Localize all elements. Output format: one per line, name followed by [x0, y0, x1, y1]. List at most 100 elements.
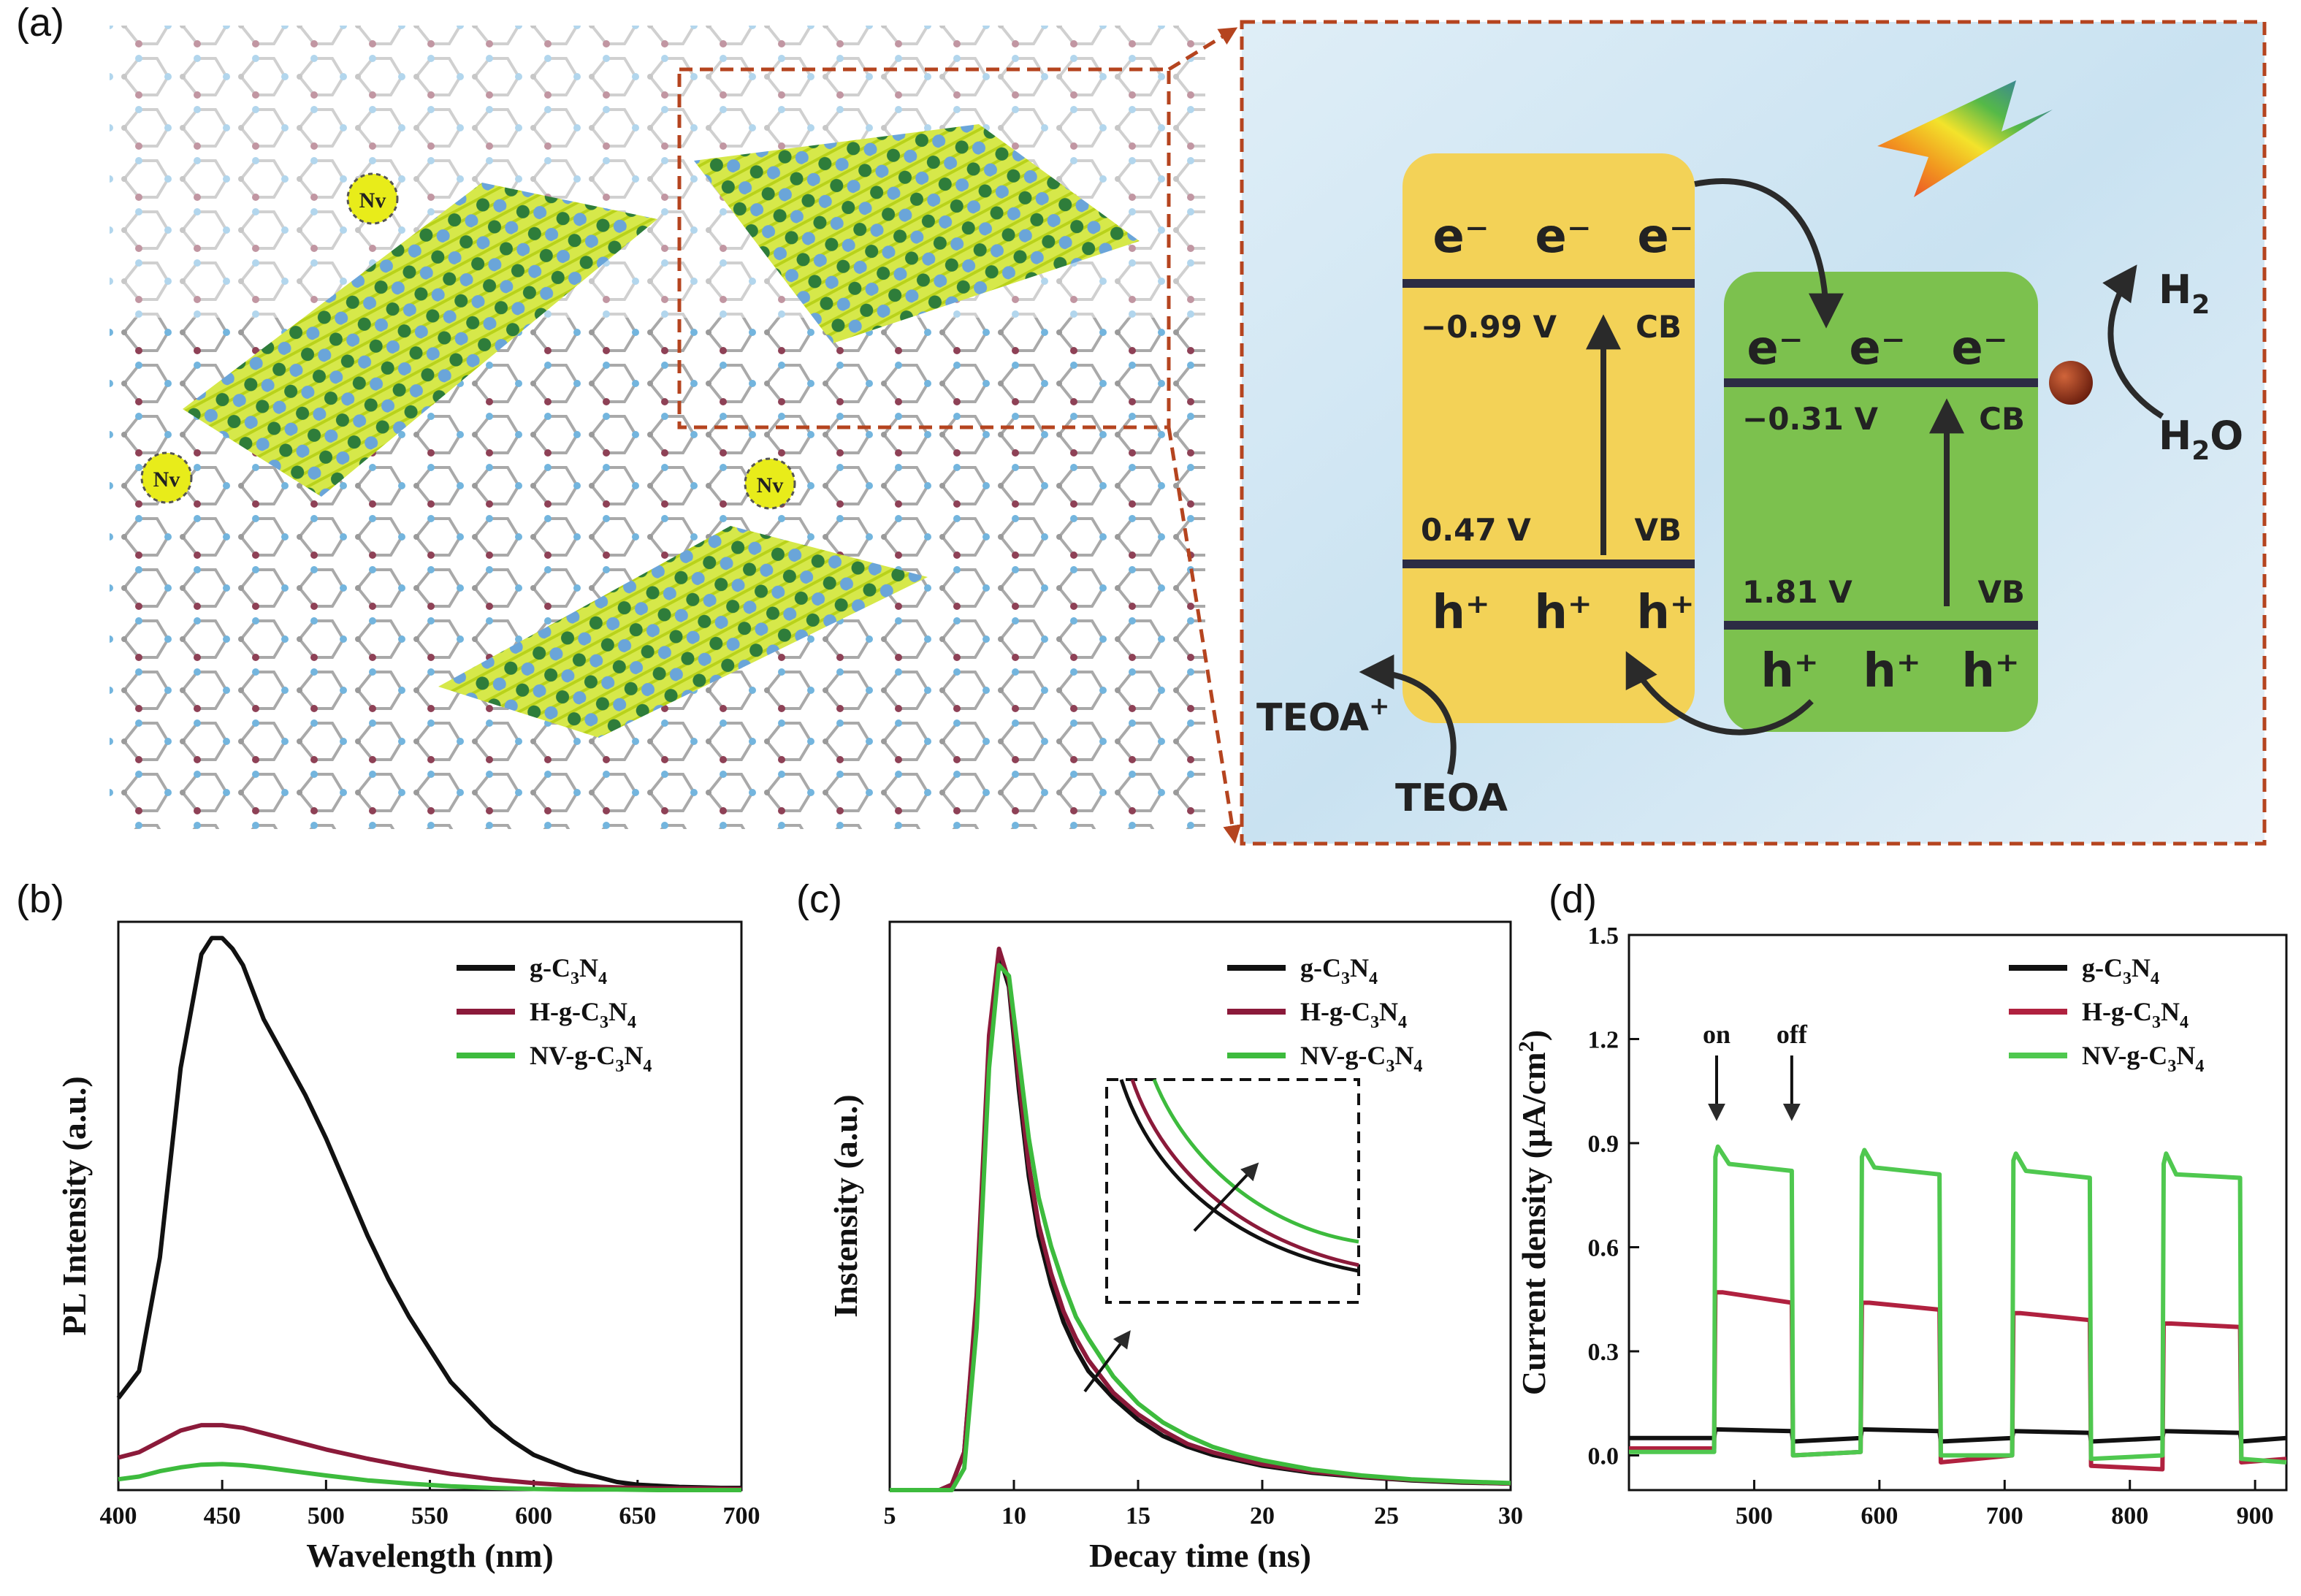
legend-label-part: 3: [1341, 969, 1350, 988]
vacancy-marker-3: Nv: [744, 457, 796, 510]
x-tick-label: 20: [1250, 1503, 1275, 1530]
electron-label: e⁻: [1535, 210, 1591, 264]
inset-series-H-g-C3N4: [1130, 1079, 1359, 1267]
panel-label-d: (d): [1549, 877, 1597, 921]
left-cb-label: CB: [1636, 309, 1682, 345]
y-axis-label: PL Intensity (a.u.): [56, 1076, 93, 1335]
chart-decay: 5 10 15 20 25 30 Decay time (ns) Instensity (a.…: [827, 920, 1523, 1574]
lattice-illustration: Nv Nv Nv: [110, 26, 1242, 844]
x-tick-label: 450: [204, 1503, 241, 1530]
y-axis-label-part: Current density (μA/cm: [1515, 1052, 1552, 1395]
y-axis-label: Current density (μA/cm2): [1514, 1030, 1552, 1395]
legend-label-part: N: [1350, 953, 1369, 982]
x-tick-label: 500: [308, 1503, 345, 1530]
x-tick-label: 700: [723, 1503, 760, 1530]
x-tick-label: 10: [1001, 1503, 1026, 1530]
chart-photocurrent: 500 600 700 800 900 0.0 0.3 0.6 0.9 1.2 1.5 Current…: [1514, 923, 2288, 1530]
x-tick-label: 550: [411, 1503, 449, 1530]
legend-label-part: N: [2176, 1041, 2195, 1070]
electron-label: e⁻: [1951, 321, 2007, 375]
legend-label-part: 3: [600, 1013, 608, 1032]
vacancy-label: Nv: [757, 473, 784, 497]
legend-label-part: 4: [598, 969, 607, 988]
series-line-g-C3N4: [1629, 1427, 2287, 1444]
series-line-NV-g-C3N4: [890, 963, 1511, 1492]
legend-label-part: 4: [643, 1057, 652, 1076]
y-tick-label: 1.2: [1588, 1027, 1619, 1054]
series-line-NV-g-C3N4: [1629, 1144, 2287, 1465]
inset-series-g-C3N4: [1119, 1079, 1359, 1273]
band-diagram: e⁻ e⁻ e⁻ −0.99 V CB 0.47 V VB h⁺ h⁺ h⁺ e…: [1240, 20, 2267, 846]
cocatalyst-particle: [2049, 361, 2093, 405]
legend-label-part: 4: [1413, 1057, 1422, 1076]
legend-label: NV-g-C3N4: [530, 1041, 652, 1076]
annotation-off: off: [1777, 1020, 1808, 1049]
legend-label-part: N: [1379, 997, 1398, 1026]
zoom-line-bottom: [1167, 427, 1242, 844]
teoa-oxidation-arrow: [1359, 654, 1457, 775]
left-vb-potential: 0.47 V: [1421, 512, 1531, 548]
legend-label: NV-g-C3N4: [2082, 1041, 2204, 1076]
series-line-NV-g-C3N4: [118, 1462, 741, 1492]
x-tick-label: 400: [100, 1503, 137, 1530]
hole-label: h⁺: [1432, 586, 1489, 640]
x-tick-label: 600: [515, 1503, 552, 1530]
y-tick-label: 0.6: [1588, 1235, 1619, 1262]
hole-label: h⁺: [1534, 586, 1592, 640]
plot-frame: [117, 920, 743, 1492]
inset-zoom-box: [1105, 1078, 1360, 1304]
legend-label: g-C3N4: [530, 953, 607, 988]
right-cb-potential: −0.31 V: [1742, 401, 1878, 437]
left-cb-potential: −0.99 V: [1421, 309, 1557, 345]
legend-label-part: 4: [2151, 969, 2159, 988]
chart-pl-spectra: 400 450 500 550 600 650 700 Wavelength (nm) PL I…: [56, 920, 760, 1574]
y-axis-label-part: 2: [1514, 1041, 1538, 1052]
hole-transfer-arrow: [1625, 651, 1814, 736]
legend-label-part: NV-g-C: [2082, 1041, 2167, 1070]
legend-label-part: 4: [2180, 1013, 2189, 1032]
electron-label: e⁻: [1849, 321, 1905, 375]
cluster-3: [438, 526, 928, 738]
x-tick-label: 800: [2111, 1503, 2148, 1530]
right-vb-potential: 1.81 V: [1742, 574, 1852, 610]
left-semiconductor: [1403, 153, 1695, 723]
legend-label: g-C3N4: [2082, 953, 2159, 988]
legend-label: H-g-C3N4: [1300, 997, 1407, 1032]
panel-label-c: (c): [796, 877, 842, 921]
y-tick-label: 1.5: [1588, 923, 1619, 950]
legend-label-part: 4: [627, 1013, 636, 1032]
cluster-1: [183, 183, 657, 497]
annotation-on: on: [1703, 1020, 1730, 1049]
y-tick-label: 0.9: [1588, 1131, 1619, 1158]
electron-transfer-arrow: [1694, 178, 1844, 329]
legend-label-part: N: [1394, 1041, 1413, 1070]
y-tick-label: 0.0: [1588, 1443, 1619, 1470]
legend-label-part: g-C: [530, 953, 571, 982]
vacancy-label: Nv: [359, 188, 386, 213]
trend-arrow: [1083, 1330, 1131, 1393]
legend-label-part: N: [608, 997, 627, 1026]
hole-label: h⁺: [1961, 644, 2019, 698]
x-tick-label: 700: [1986, 1503, 2023, 1530]
series-line-H-g-C3N4: [118, 1423, 742, 1492]
legend-label-part: N: [2132, 953, 2151, 982]
legend-label-part: g-C: [2082, 953, 2123, 982]
legend-label-part: 4: [1398, 1013, 1407, 1032]
x-tick-label: 25: [1374, 1503, 1399, 1530]
h2-label: H2: [2159, 267, 2210, 320]
electron-label: e⁻: [1747, 321, 1803, 375]
x-tick-label: 5: [884, 1503, 896, 1530]
panel-label-a: (a): [16, 1, 64, 45]
zoom-line-top: [1167, 27, 1238, 72]
panel-label-b: (b): [16, 877, 64, 921]
right-vb-label: VB: [1977, 574, 2025, 610]
trend-arrow-inset: [1193, 1162, 1259, 1232]
teoa-label: TEOA: [1395, 776, 1508, 820]
legend-label-part: H-g-C: [1300, 997, 1370, 1026]
x-tick-label: 15: [1126, 1503, 1150, 1530]
y-axis-label: Instensity (a.u.): [827, 1094, 864, 1317]
y-tick-label: 0.3: [1588, 1339, 1619, 1366]
legend-label-part: 3: [2167, 1057, 2176, 1076]
left-vb-label: VB: [1634, 512, 1682, 548]
